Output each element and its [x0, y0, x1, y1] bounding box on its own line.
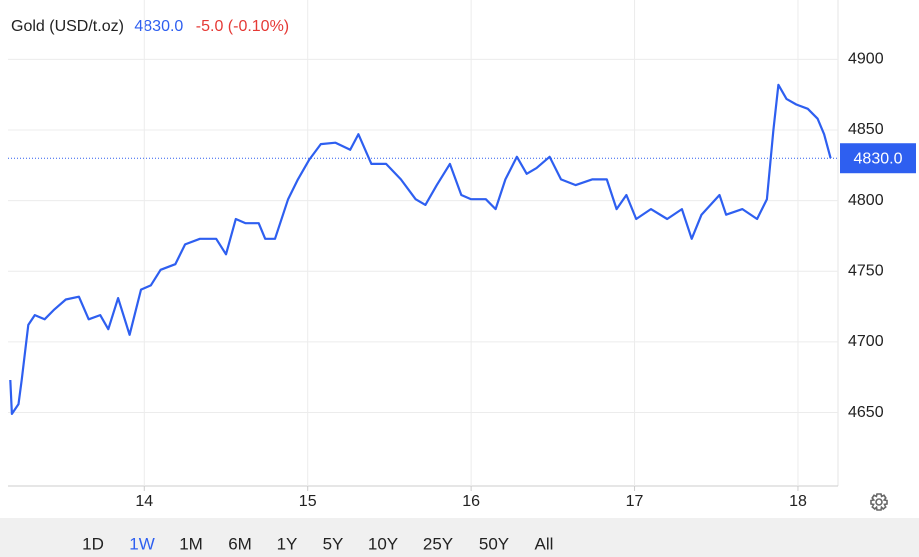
x-tick-label: 16	[462, 493, 480, 510]
header-change: -5.0 (-0.10%)	[196, 18, 289, 35]
range-button[interactable]: 1D	[82, 534, 104, 553]
last-price-box	[840, 143, 916, 174]
gear-outline	[870, 493, 888, 511]
y-tick-label: 4800	[848, 192, 884, 209]
header-price: 4830.0	[134, 18, 183, 35]
range-bar	[0, 518, 919, 557]
instrument-title: Gold (USD/t.oz)	[11, 18, 124, 35]
range-button[interactable]: 10Y	[368, 534, 398, 553]
x-tick-label: 18	[789, 493, 807, 510]
last-price-label: 4830.0	[854, 150, 903, 167]
gear-hub	[875, 498, 883, 506]
header: Gold (USD/t.oz) 4830.0 -5.0 (-0.10%)	[11, 18, 289, 35]
range-button[interactable]: All	[535, 534, 554, 553]
price-line	[9, 83, 832, 415]
grid	[8, 0, 838, 486]
y-tick-label: 4750	[848, 262, 884, 279]
y-tick-label: 4900	[848, 51, 884, 68]
range-button[interactable]: 50Y	[479, 534, 509, 553]
settings-icon[interactable]	[870, 493, 888, 511]
range-button[interactable]: 25Y	[423, 534, 453, 553]
range-button[interactable]: 1M	[179, 534, 203, 553]
range-button[interactable]: 1W	[129, 534, 155, 553]
range-button[interactable]: 1Y	[277, 534, 298, 553]
y-tick-label: 4700	[848, 333, 884, 350]
x-tick-label: 15	[299, 493, 317, 510]
y-tick-label: 4650	[848, 404, 884, 421]
range-button[interactable]: 6M	[228, 534, 252, 553]
x-tick-label: 14	[135, 493, 153, 510]
x-tick-label: 17	[626, 493, 644, 510]
range-button[interactable]: 5Y	[323, 534, 344, 553]
y-tick-label: 4850	[848, 121, 884, 138]
